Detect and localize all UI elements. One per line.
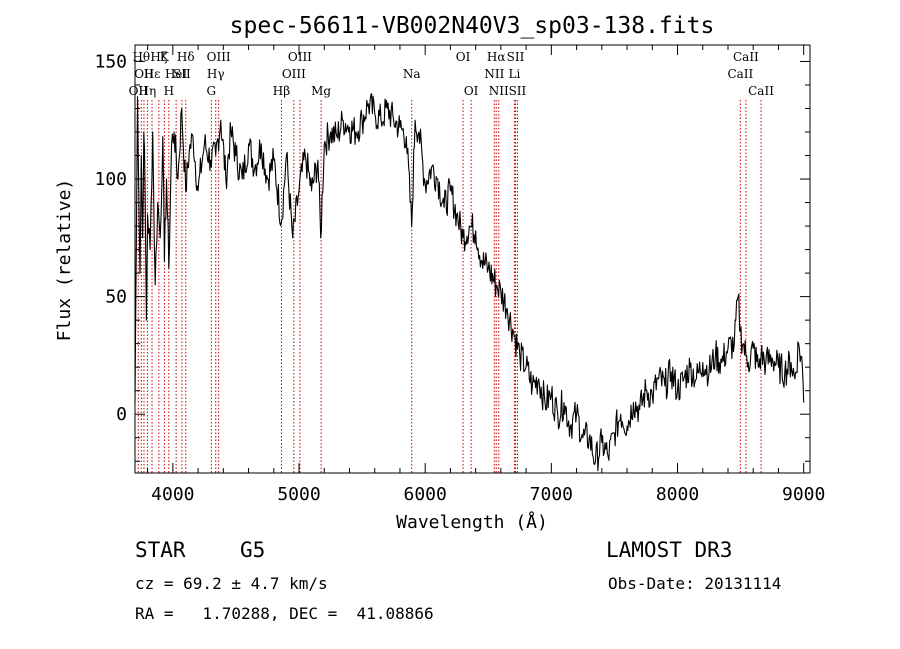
spectral-line-label: Hε <box>144 67 161 81</box>
spectral-line-label: Hγ <box>207 67 225 81</box>
spectral-line-label: NII <box>489 84 509 98</box>
coordinates: RA = 1.70288, DEC = 41.08866 <box>135 604 434 623</box>
spectral-line-label: OII <box>129 84 149 98</box>
spectral-line-label: OI <box>456 50 471 64</box>
spectral-line-label: OIII <box>207 50 231 64</box>
spectral-line-label: Hζ <box>150 50 167 64</box>
x-tick-label: 6000 <box>404 484 447 505</box>
x-tick-label: 4000 <box>151 484 194 505</box>
spectral-line-label: Hδ <box>177 50 195 64</box>
spectral-line-label: SII <box>173 67 191 81</box>
y-axis-label: Flux (relative) <box>54 179 75 342</box>
x-tick-label: 9000 <box>782 484 825 505</box>
y-tick-label: 150 <box>94 51 127 72</box>
obs-date: Obs-Date: 20131114 <box>608 574 782 593</box>
y-tick-label: 50 <box>105 287 127 308</box>
spectral-line-label: CaII <box>748 84 774 98</box>
spectral-line-label: Na <box>403 67 421 81</box>
spectral-line-label: G <box>207 84 217 98</box>
spectral-line-label: CaII <box>727 67 753 81</box>
axis-ticks: 4000 5000 6000 7000 8000 9000 0 50 100 150 <box>94 45 825 505</box>
x-tick-label: 7000 <box>530 484 573 505</box>
object-subclass: G5 <box>240 538 266 562</box>
x-tick-label: 8000 <box>656 484 699 505</box>
spectral-line-labels: OIIHθOIIHηHεHζKHHeISIIHδGHγOIIIHβOIIIOII… <box>129 50 775 98</box>
spectral-line-label: OIII <box>288 50 312 64</box>
spectral-line-label: Mg <box>311 84 331 98</box>
spectral-line-label: H <box>164 84 174 98</box>
spectral-line-label: Hα <box>487 50 506 64</box>
redshift-cz: cz = 69.2 ± 4.7 km/s <box>135 574 328 593</box>
spectral-line-label: Hβ <box>273 84 290 98</box>
spectral-line-label: Li <box>508 67 520 81</box>
plot-frame <box>134 44 811 474</box>
spectrum-line <box>134 93 805 472</box>
spectral-line-label: OIII <box>282 67 306 81</box>
y-tick-label: 0 <box>116 404 127 425</box>
spectral-line-label: SII <box>509 84 527 98</box>
spectral-line-label: NII <box>484 67 504 81</box>
spectral-line-label: Hη <box>139 84 157 98</box>
x-tick-label: 5000 <box>277 484 320 505</box>
y-tick-label: 100 <box>94 169 127 190</box>
spectral-line-label: Hθ <box>132 50 150 64</box>
spectral-line-label: OII <box>134 67 154 81</box>
object-class: STAR <box>135 538 186 562</box>
x-axis-label: Wavelength (Å) <box>396 511 548 533</box>
spectral-line-markers <box>137 100 762 473</box>
chart-title: spec-56611-VB002N40V3_sp03-138.fits <box>230 13 715 39</box>
survey-name: LAMOST DR3 <box>606 538 733 562</box>
spectral-line-label: HeI <box>165 67 188 81</box>
spectral-line-label: OI <box>464 84 479 98</box>
spectral-line-label: SII <box>507 50 525 64</box>
spectral-line-label: K <box>160 50 170 64</box>
spectral-line-label: CaII <box>733 50 759 64</box>
